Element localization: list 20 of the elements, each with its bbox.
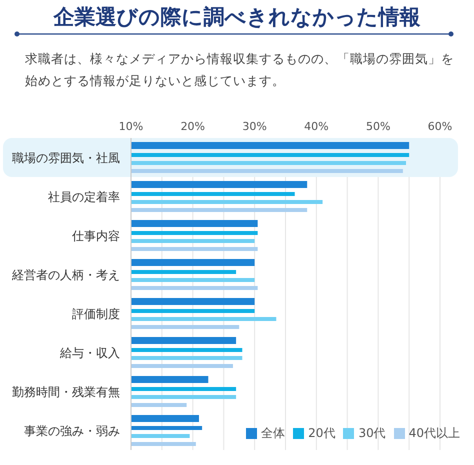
x-tick-label: 50%: [366, 120, 390, 133]
x-tick-label: 60%: [428, 120, 452, 133]
y-tick-label: 仕事内容: [71, 228, 120, 243]
y-tick-label: 評価制度: [72, 306, 120, 321]
chart-title: 企業選びの際に調べきれなかった情報: [52, 4, 422, 31]
y-tick-label: 事業の強み・弱み: [24, 424, 120, 438]
x-tick-label: 40%: [304, 120, 329, 133]
x-tick-label: 20%: [180, 120, 206, 133]
y-tick-label: 職場の雰囲気・社風: [12, 150, 120, 165]
legend-label: 全体: [261, 426, 286, 440]
y-tick-label: 給与・収入: [59, 346, 120, 360]
chart-subtitle: 求職者は、様々なメディアから情報収集するものの、「職場の雰囲気」を始めとする情報が足りないと感じています。: [25, 50, 455, 90]
y-tick-label: 経営者の人柄・考え: [11, 268, 120, 282]
x-tick-label: 10%: [118, 120, 144, 133]
x-tick-label: 30%: [242, 120, 267, 133]
legend-label: 40代以上: [408, 426, 460, 440]
legend-label: 20代: [308, 426, 336, 440]
legend-label: 30代: [358, 426, 386, 440]
y-tick-label: 勤務時間・残業有無: [12, 384, 120, 399]
y-tick-label: 社員の定着率: [48, 190, 120, 204]
